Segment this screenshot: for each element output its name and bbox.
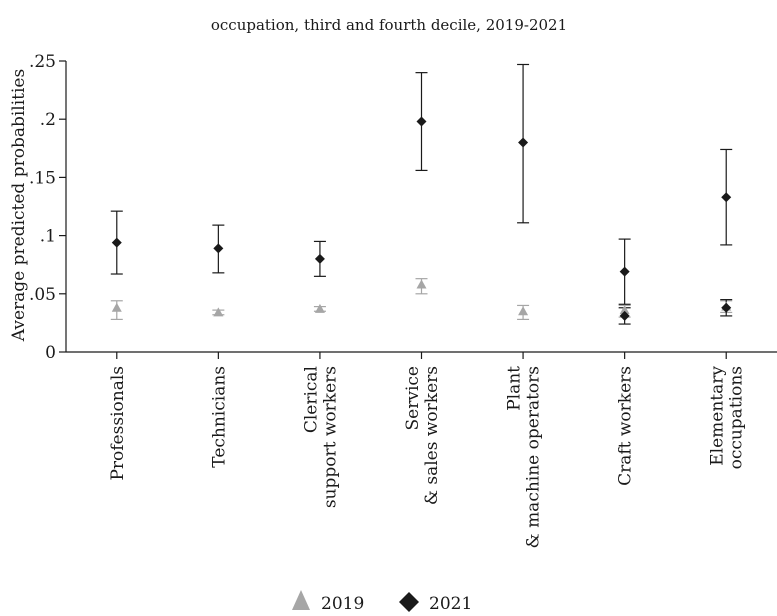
y-axis-label: Average predicted probabilities	[9, 69, 29, 342]
y-tick-label: .1	[40, 227, 56, 247]
data-point-diamond	[213, 243, 224, 254]
x-axis-labels: Professionals Technicians Clerical support …	[108, 352, 747, 548]
data-point-triangle	[213, 307, 224, 317]
legend-marker-2021	[399, 592, 419, 612]
data-point-diamond	[416, 116, 427, 127]
x-tick-label: Service	[403, 366, 423, 430]
chart-title: occupation, third and fourth decile, 201…	[211, 16, 567, 34]
x-tick-label: Plant	[505, 366, 525, 411]
y-tick-label: 0	[45, 343, 56, 363]
data-point-diamond	[111, 237, 122, 248]
x-tick-label: & machine operators	[524, 366, 544, 548]
y-tick-label: .05	[29, 285, 56, 305]
data-point-triangle	[416, 279, 427, 289]
data-point-triangle	[314, 303, 325, 313]
data-point-diamond	[721, 302, 732, 313]
data-point-diamond	[518, 137, 529, 148]
data-points	[111, 116, 732, 321]
x-tick-label: Technicians	[209, 366, 229, 468]
legend-label-2019: 2019	[321, 594, 364, 614]
data-point-triangle	[619, 305, 630, 315]
y-tick-label: .15	[29, 168, 56, 188]
x-tick-label: support workers	[320, 366, 340, 508]
y-tick-label: .2	[40, 110, 56, 130]
legend-marker-2019	[292, 590, 310, 610]
x-tick-label: Craft workers	[616, 366, 636, 486]
data-point-diamond	[314, 253, 325, 264]
data-point-diamond	[721, 192, 732, 203]
x-tick-label: Elementary	[708, 366, 728, 466]
data-point-triangle	[518, 306, 529, 316]
data-point-diamond	[619, 266, 630, 277]
x-tick-label: Clerical	[301, 366, 321, 433]
x-tick-label: & sales workers	[422, 366, 442, 505]
legend: 2019 2021	[292, 590, 472, 614]
x-tick-label: occupations	[727, 366, 747, 469]
data-point-triangle	[111, 302, 122, 312]
data-point-diamond	[619, 310, 630, 321]
x-tick-label: Professionals	[108, 366, 128, 481]
y-axis-ticks: 0 .05 .1 .15 .2 .25	[29, 52, 66, 363]
y-tick-label: .25	[29, 52, 56, 72]
legend-label-2021: 2021	[429, 594, 472, 614]
